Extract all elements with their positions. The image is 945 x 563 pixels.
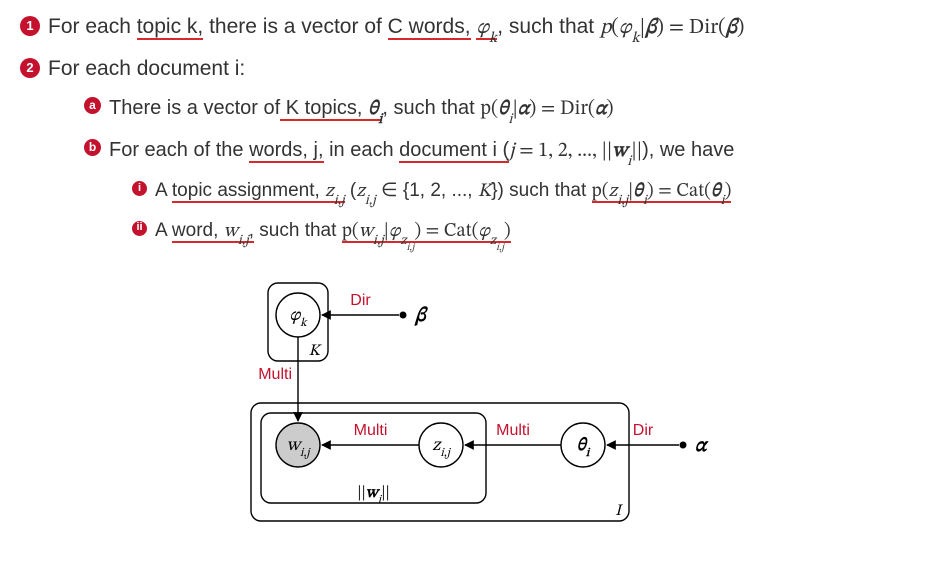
bullet-2-icon: 2 — [20, 58, 40, 78]
svg-text:Multi: Multi — [353, 422, 387, 439]
svg-text:I: I — [615, 503, 623, 519]
svg-text:Multi: Multi — [496, 422, 530, 439]
item2a-text: There is a vector of K topics, θi, such … — [109, 92, 613, 128]
list-item-2bi: i A topic assignment, zi,j (zi,j ∈ {1, 2… — [20, 176, 925, 210]
item2bii-text: A word, wi,j, such that p(wi,j|φzi,j) = … — [155, 216, 511, 251]
list-item-1: 1 For each topic k, there is a vector of… — [20, 10, 925, 46]
list-item-2a: a There is a vector of K topics, θi, suc… — [20, 92, 925, 128]
bullet-2bi-icon: i — [132, 181, 147, 196]
page: 1 For each topic k, there is a vector of… — [0, 0, 945, 535]
item2bi-text: A topic assignment, zi,j (zi,j ∈ {1, 2, … — [155, 176, 731, 210]
svg-text:Multi: Multi — [258, 366, 292, 383]
bullet-1-icon: 1 — [20, 16, 40, 36]
svg-text:β: β — [414, 306, 428, 326]
svg-text:Dir: Dir — [632, 422, 653, 439]
bullet-2bii-icon: ii — [132, 221, 147, 236]
item2b-text: For each of the words, j, in each docume… — [109, 134, 734, 170]
plate-diagram: I||wi||KDirMultiMultiMultiDirφkβwi,jzi,j… — [20, 265, 925, 535]
list-item-2bii: ii A word, wi,j, such that p(wi,j|φzi,j)… — [20, 216, 925, 251]
svg-text:K: K — [308, 343, 322, 359]
svg-text:α: α — [695, 436, 709, 456]
bullet-2b-icon: b — [84, 139, 101, 156]
item1-text: For each topic k, there is a vector of C… — [48, 10, 744, 46]
list-item-2b: b For each of the words, j, in each docu… — [20, 134, 925, 170]
diagram-svg: I||wi||KDirMultiMultiMultiDirφkβwi,jzi,j… — [213, 265, 733, 535]
list-item-2: 2 For each document i: — [20, 52, 925, 86]
svg-text:Dir: Dir — [350, 292, 371, 309]
item2-text: For each document i: — [48, 52, 245, 86]
bullet-2a-icon: a — [84, 97, 101, 114]
